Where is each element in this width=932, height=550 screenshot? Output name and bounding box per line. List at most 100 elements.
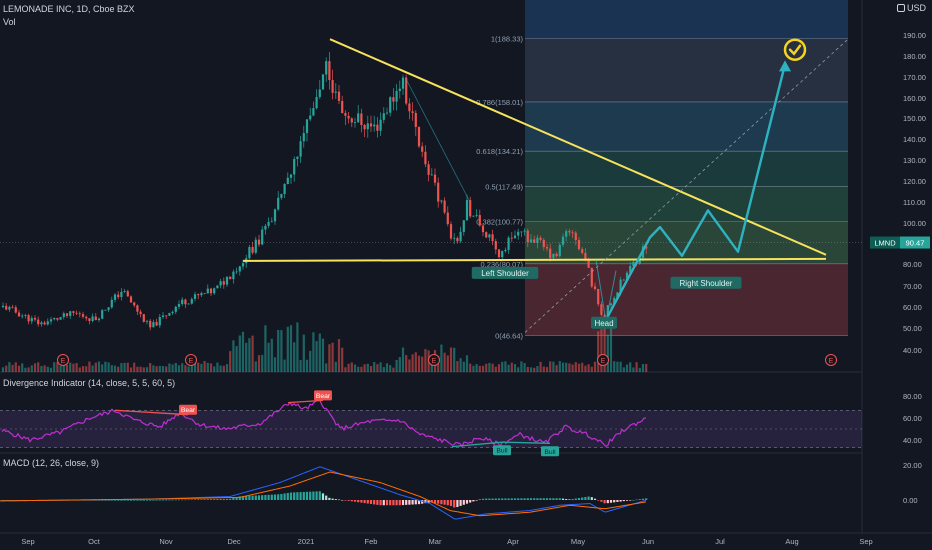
candle[interactable] <box>133 302 136 306</box>
candle[interactable] <box>17 312 21 317</box>
candle[interactable] <box>229 276 232 280</box>
candle[interactable] <box>424 151 427 165</box>
candle[interactable] <box>286 177 289 185</box>
candle[interactable] <box>504 249 507 252</box>
candle[interactable] <box>65 313 69 316</box>
candle[interactable] <box>193 294 197 299</box>
divergence-label-box[interactable] <box>314 390 332 401</box>
candle[interactable] <box>513 235 517 239</box>
candle[interactable] <box>209 288 213 294</box>
candle[interactable] <box>558 244 561 257</box>
candle[interactable] <box>152 322 155 328</box>
candle[interactable] <box>382 113 385 120</box>
candle[interactable] <box>485 232 488 238</box>
candle[interactable] <box>462 220 465 232</box>
candle[interactable] <box>126 291 129 297</box>
candle[interactable] <box>517 231 520 236</box>
divergence-line[interactable] <box>1 399 647 448</box>
candle[interactable] <box>177 303 181 307</box>
candle[interactable] <box>75 312 78 314</box>
candle[interactable] <box>344 113 347 116</box>
candle[interactable] <box>501 251 504 258</box>
candle[interactable] <box>603 314 606 318</box>
candle[interactable] <box>597 289 600 305</box>
candle[interactable] <box>113 294 117 300</box>
candle[interactable] <box>497 249 501 258</box>
candle[interactable] <box>69 311 72 316</box>
candle[interactable] <box>529 239 533 243</box>
volume-label[interactable]: Vol <box>3 17 16 27</box>
candle[interactable] <box>155 322 158 326</box>
candle[interactable] <box>222 281 225 285</box>
candle[interactable] <box>469 200 472 217</box>
candle[interactable] <box>309 115 312 120</box>
candle[interactable] <box>273 209 277 222</box>
candle[interactable] <box>350 118 353 123</box>
candle[interactable] <box>568 231 571 233</box>
candle[interactable] <box>277 197 280 210</box>
candle[interactable] <box>161 315 165 317</box>
candle[interactable] <box>430 174 433 176</box>
candle[interactable] <box>56 318 59 320</box>
candle[interactable] <box>539 237 542 240</box>
candle[interactable] <box>110 299 113 308</box>
candle[interactable] <box>584 252 587 261</box>
candle[interactable] <box>174 306 177 312</box>
divergence-label-box[interactable] <box>541 446 559 457</box>
candle[interactable] <box>609 303 613 306</box>
candle[interactable] <box>337 91 341 101</box>
candle[interactable] <box>622 279 625 281</box>
divergence-label-box[interactable] <box>179 404 197 415</box>
candle[interactable] <box>213 288 216 294</box>
candle[interactable] <box>491 234 494 242</box>
candle[interactable] <box>590 267 593 287</box>
divergence-label[interactable]: Bear <box>181 407 196 414</box>
candle[interactable] <box>453 237 456 239</box>
candle[interactable] <box>443 200 446 213</box>
candle[interactable] <box>88 318 91 322</box>
candle[interactable] <box>481 225 485 233</box>
candle[interactable] <box>248 247 251 259</box>
candle[interactable] <box>363 125 366 130</box>
fib-level-label[interactable]: 0.382(100.77) <box>476 217 523 226</box>
candle[interactable] <box>168 313 171 316</box>
pattern-label[interactable]: Left Shoulder <box>481 269 529 278</box>
candle[interactable] <box>107 307 110 310</box>
candle[interactable] <box>593 286 597 290</box>
candle[interactable] <box>206 288 209 294</box>
candle[interactable] <box>81 314 85 317</box>
candle[interactable] <box>526 230 529 243</box>
last-price-symbol[interactable]: LMND <box>874 239 896 248</box>
candle[interactable] <box>40 322 43 325</box>
candle[interactable] <box>129 296 133 303</box>
candle[interactable] <box>446 212 449 225</box>
candle[interactable] <box>360 113 363 126</box>
candle[interactable] <box>331 79 334 93</box>
candle[interactable] <box>190 298 193 304</box>
candle[interactable] <box>43 322 46 325</box>
candle[interactable] <box>347 115 350 119</box>
candle[interactable] <box>238 266 241 272</box>
candle[interactable] <box>545 247 549 249</box>
candle[interactable] <box>411 111 414 113</box>
candle[interactable] <box>638 257 641 264</box>
candle[interactable] <box>296 156 299 159</box>
candle[interactable] <box>136 305 139 312</box>
candle[interactable] <box>261 229 264 245</box>
candle[interactable] <box>235 271 238 273</box>
candle[interactable] <box>97 318 101 321</box>
candle[interactable] <box>14 307 17 313</box>
candle[interactable] <box>165 315 168 317</box>
candle[interactable] <box>629 266 632 273</box>
pattern-label-box[interactable] <box>591 316 617 329</box>
candle[interactable] <box>616 292 619 298</box>
candle[interactable] <box>181 299 184 304</box>
candle[interactable] <box>395 91 398 102</box>
candle[interactable] <box>101 310 104 319</box>
candle[interactable] <box>507 237 510 250</box>
candle[interactable] <box>488 234 491 238</box>
candle[interactable] <box>456 237 459 242</box>
candle[interactable] <box>270 221 273 223</box>
candle[interactable] <box>581 249 584 253</box>
